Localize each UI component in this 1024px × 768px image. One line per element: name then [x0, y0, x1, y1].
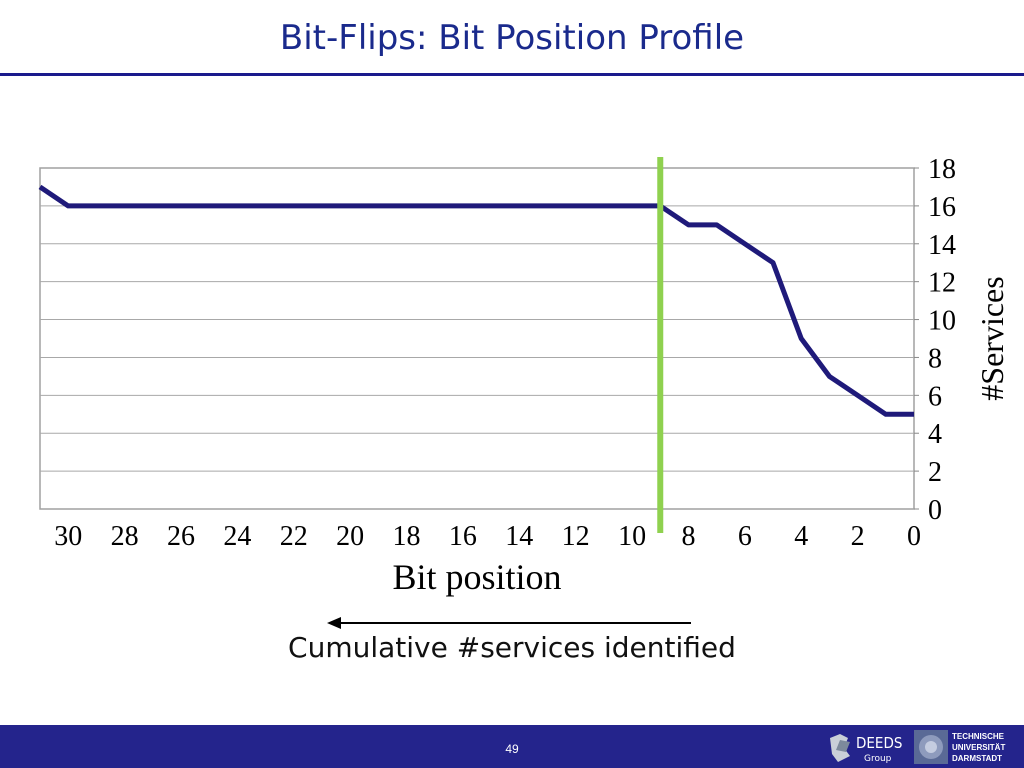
y-tick-label: 8 — [928, 343, 942, 374]
x-tick-label: 22 — [280, 521, 308, 552]
y-tick-label: 18 — [928, 154, 956, 185]
tu-logo-line2: UNIVERSITÄT — [952, 743, 1005, 752]
tu-logo-line1: TECHNISCHE — [952, 732, 1005, 741]
y-tick-label: 4 — [928, 419, 942, 450]
chart-caption: Cumulative #services identified — [288, 631, 736, 664]
y-tick-label: 12 — [928, 268, 956, 299]
slide-title: Bit-Flips: Bit Position Profile — [279, 18, 745, 58]
deeds-logo-subtext: Group — [864, 754, 892, 764]
tu-logo-line3: DARMSTADT — [952, 754, 1002, 763]
y-tick-label: 14 — [928, 230, 956, 261]
plot-area — [39, 167, 915, 510]
deeds-logo: DEEDS Group — [830, 734, 902, 764]
y-tick-label: 0 — [928, 495, 942, 526]
x-tick-label: 12 — [562, 521, 590, 552]
x-tick-label: 30 — [54, 521, 82, 552]
x-tick-label: 20 — [336, 521, 364, 552]
x-tick-label: 26 — [167, 521, 195, 552]
x-tick-label: 4 — [794, 521, 808, 552]
page-number: 49 — [505, 742, 519, 756]
x-tick-label: 24 — [223, 521, 251, 552]
footer-bar — [0, 725, 1024, 768]
x-tick-label: 8 — [681, 521, 695, 552]
x-axis-label: Bit position — [392, 557, 561, 597]
x-tick-label: 14 — [505, 521, 533, 552]
x-tick-label: 0 — [907, 521, 921, 552]
y-tick-label: 16 — [928, 192, 956, 223]
series-line — [38, 184, 914, 417]
y-axis-label: #Services — [974, 276, 1010, 400]
y-tick-label: 2 — [928, 457, 942, 488]
y-tick-label: 10 — [928, 306, 956, 337]
tu-darmstadt-logo: TECHNISCHE UNIVERSITÄT DARMSTADT — [914, 730, 1005, 764]
x-tick-label: 10 — [618, 521, 646, 552]
x-tick-label: 6 — [738, 521, 752, 552]
x-tick-label: 16 — [449, 521, 477, 552]
x-tick-label: 18 — [393, 521, 421, 552]
deeds-logo-text: DEEDS — [856, 734, 902, 752]
left-arrow-icon — [327, 617, 691, 629]
x-tick-label: 28 — [111, 521, 139, 552]
title-divider — [0, 73, 1024, 76]
x-tick-label: 2 — [851, 521, 865, 552]
y-tick-label: 6 — [928, 381, 942, 412]
